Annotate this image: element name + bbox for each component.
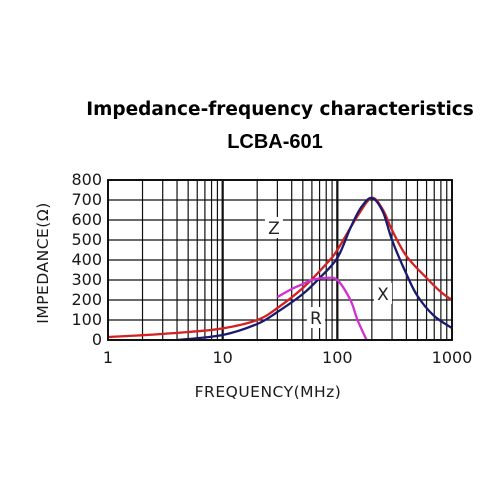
series-label-z: Z: [268, 219, 280, 239]
y-tick-label: 500: [71, 230, 102, 249]
y-tick-label: 100: [71, 310, 102, 329]
series-label-bg: [264, 217, 283, 238]
plot-frame: [107, 179, 453, 341]
y-tick-label: 600: [71, 210, 102, 229]
series-lines: [107, 196, 453, 342]
chart-title: Impedance-frequency characteristics: [86, 99, 474, 120]
series-label-bg: [373, 283, 392, 304]
chart-subtitle: LCBA-601: [227, 131, 323, 153]
y-tick-label: 300: [71, 270, 102, 289]
y-tick-label: 800: [71, 170, 102, 189]
y-tick-label: 200: [71, 290, 102, 309]
series-line-r: [276, 276, 368, 341]
y-axis-label: IMPEDANCE(Ω): [34, 202, 52, 324]
y-tick-label: 400: [71, 250, 102, 269]
series-line-x: [176, 196, 453, 342]
series-label-bg: [306, 307, 325, 328]
x-axis-label: FREQUENCY(MHz): [195, 383, 342, 401]
x-tick-label: 10: [212, 348, 232, 367]
series-line-z: [107, 196, 453, 339]
x-tick-label: 100: [322, 348, 353, 367]
series-labels: Z X R: [264, 217, 392, 329]
series-label-x: X: [377, 285, 389, 305]
x-tick-label: 1000: [432, 348, 473, 367]
x-tick-label: 1: [103, 348, 113, 367]
y-tick-label: 0: [92, 330, 102, 349]
series-label-r: R: [310, 309, 322, 329]
y-tick-label: 700: [71, 190, 102, 209]
